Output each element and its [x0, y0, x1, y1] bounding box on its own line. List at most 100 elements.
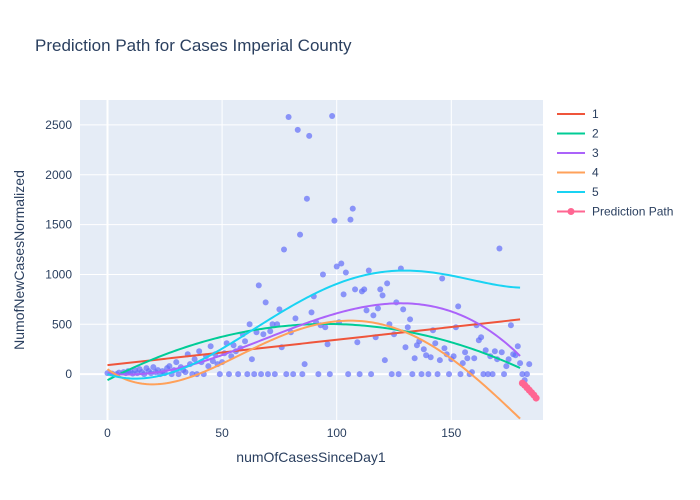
data-point	[384, 280, 391, 287]
data-point	[482, 347, 489, 354]
data-point	[354, 339, 361, 346]
data-point	[269, 321, 276, 328]
data-point	[526, 361, 533, 368]
legend-marker	[567, 208, 575, 215]
data-point	[225, 371, 232, 378]
legend-label: 1	[592, 107, 599, 121]
data-point	[280, 246, 287, 253]
legend-item-degree-5[interactable]: 5	[557, 185, 599, 199]
x-axis-title: numOfCasesSinceDay1	[236, 449, 386, 465]
data-point	[285, 113, 292, 120]
data-point	[347, 216, 354, 223]
data-point	[395, 371, 402, 378]
legend-item-degree-1[interactable]: 1	[557, 107, 599, 121]
y-tick-label: 2500	[45, 118, 72, 132]
y-tick-label: 500	[52, 317, 72, 331]
fit-lines	[106, 269, 521, 420]
chart-title: Prediction Path for Cases Imperial Count…	[35, 36, 352, 55]
data-point	[329, 112, 336, 119]
data-point	[432, 340, 439, 347]
data-point	[242, 338, 249, 345]
legend-item-degree-3[interactable]: 3	[557, 146, 599, 160]
data-point	[377, 286, 384, 293]
data-point	[368, 371, 375, 378]
data-point	[450, 353, 457, 360]
data-point	[457, 371, 464, 378]
y-tick-label: 1500	[45, 218, 72, 232]
data-point	[425, 371, 432, 378]
data-point	[361, 286, 368, 293]
data-point	[191, 356, 198, 363]
legend-label: 4	[592, 166, 599, 180]
data-point	[374, 305, 381, 312]
data-point	[409, 371, 416, 378]
data-point	[290, 371, 297, 378]
x-tick-label: 100	[327, 426, 347, 440]
y-axis-title: NumofNewCasesNormalized	[11, 170, 27, 350]
data-point	[436, 357, 443, 364]
x-tick-label: 150	[441, 426, 461, 440]
data-point	[349, 205, 356, 212]
data-point	[342, 269, 349, 276]
data-point	[420, 346, 427, 353]
data-point	[338, 260, 345, 267]
data-point	[402, 344, 409, 351]
data-point	[294, 126, 301, 133]
prediction-path	[518, 379, 540, 402]
data-point	[333, 263, 340, 270]
data-point	[173, 359, 180, 366]
data-point	[379, 292, 386, 299]
legend-item-prediction-path[interactable]: Prediction Path	[557, 205, 673, 219]
data-point	[248, 356, 255, 363]
data-point	[427, 354, 434, 361]
data-point	[363, 307, 370, 314]
data-point	[455, 303, 462, 310]
legend[interactable]: 1 2 3 4 5 Prediction Path	[557, 107, 673, 219]
data-point	[519, 371, 526, 378]
data-point	[340, 291, 347, 298]
data-point	[517, 360, 524, 367]
data-point	[283, 371, 290, 378]
data-point	[175, 371, 182, 378]
data-point	[182, 369, 189, 376]
data-point	[205, 363, 212, 370]
data-point	[207, 343, 214, 350]
data-point	[491, 348, 498, 355]
y-tick-label: 0	[65, 367, 72, 381]
y-tick-label: 1000	[45, 267, 72, 281]
data-point	[315, 371, 322, 378]
data-point	[407, 316, 414, 323]
data-point	[251, 371, 258, 378]
legend-item-degree-2[interactable]: 2	[557, 127, 599, 141]
data-point	[264, 371, 271, 378]
fit-line-degree-3	[107, 302, 521, 376]
data-point	[301, 361, 308, 368]
data-point	[235, 371, 242, 378]
data-point	[489, 371, 496, 378]
data-point	[326, 371, 333, 378]
data-point	[345, 371, 352, 378]
y-axis-ticks: 0 500 1000 1500 2000 2500	[45, 118, 72, 381]
data-point	[446, 371, 453, 378]
data-point	[267, 328, 274, 335]
data-point	[297, 231, 304, 238]
plot-area	[80, 100, 543, 420]
data-point	[484, 371, 491, 378]
legend-item-degree-4[interactable]: 4	[557, 166, 599, 180]
data-point	[418, 371, 425, 378]
data-point	[464, 355, 471, 362]
data-point	[150, 364, 157, 371]
data-point	[478, 334, 485, 341]
data-point	[434, 371, 441, 378]
data-point	[246, 321, 253, 328]
data-point	[308, 309, 315, 316]
data-point	[216, 371, 223, 378]
data-point	[262, 299, 269, 306]
data-point	[260, 331, 267, 338]
data-point	[271, 371, 278, 378]
data-point	[370, 312, 377, 319]
data-point	[507, 322, 514, 329]
legend-label: 3	[592, 146, 599, 160]
data-point	[411, 355, 418, 362]
data-point	[196, 348, 203, 355]
